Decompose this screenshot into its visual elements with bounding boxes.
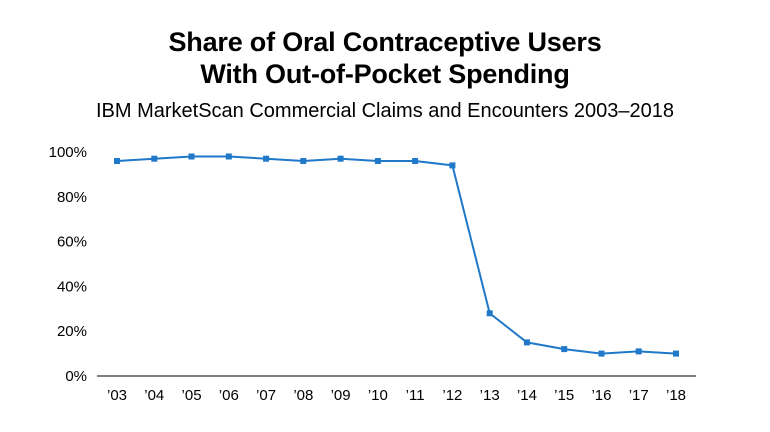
series-group [114,153,679,357]
data-point-marker [635,348,642,355]
x-tick-label: ’07 [256,387,276,404]
data-point-marker [598,350,605,357]
x-tick-label: ’09 [331,387,351,404]
y-tick-label: 40% [57,278,87,295]
x-tick-label: ’05 [182,387,202,404]
data-point-marker [225,153,232,160]
data-point-marker [374,158,381,164]
data-point-marker [300,158,307,164]
x-tick-label: ’12 [442,387,462,404]
y-tick-label: 0% [65,368,87,385]
data-point-marker [449,162,456,169]
y-tick-label: 60% [57,234,87,251]
x-tick-label: ’08 [293,387,313,404]
x-tick-label: ’18 [666,387,686,404]
x-tick-label: ’17 [629,387,649,404]
series-line [116,155,677,355]
chart-title-line-2: With Out-of-Pocket Spending [200,59,570,89]
x-tick-label: ’04 [144,387,164,404]
x-tick-label: ’06 [219,387,239,404]
x-tick-label: ’11 [406,387,425,404]
chart-subtitle: IBM MarketScan Commercial Claims and Enc… [95,100,675,122]
data-point-marker [561,346,568,353]
data-point-marker [337,155,344,162]
data-point-marker [673,350,679,357]
data-point-marker [188,153,195,160]
x-tick-label: ’14 [517,387,537,404]
x-tick-label: ’10 [368,387,388,404]
x-tick-label: ’03 [107,387,127,404]
data-point-marker [486,310,493,317]
data-point-marker [523,339,530,346]
data-point-marker [151,155,158,162]
x-tick-label: ’13 [480,387,500,404]
y-axis-labels: 0% 20% 40% 60% 80% 100% [49,144,87,385]
x-tick-label: ’16 [591,387,611,404]
data-point-marker [412,158,419,164]
data-point-marker [114,158,120,164]
data-point-marker [263,155,270,162]
y-tick-label: 80% [57,189,87,206]
x-tick-label: ’15 [554,387,574,404]
y-tick-label: 20% [57,323,87,340]
chart-title-line-1: Share of Oral Contraceptive Users [168,27,602,57]
y-tick-label: 100% [49,144,87,161]
x-axis-labels: ’03 ’04 ’05 ’06 ’07 ’08 ’09 ’10 ’11 ’12 ’13 ’14 ’15 ’… [107,387,686,404]
